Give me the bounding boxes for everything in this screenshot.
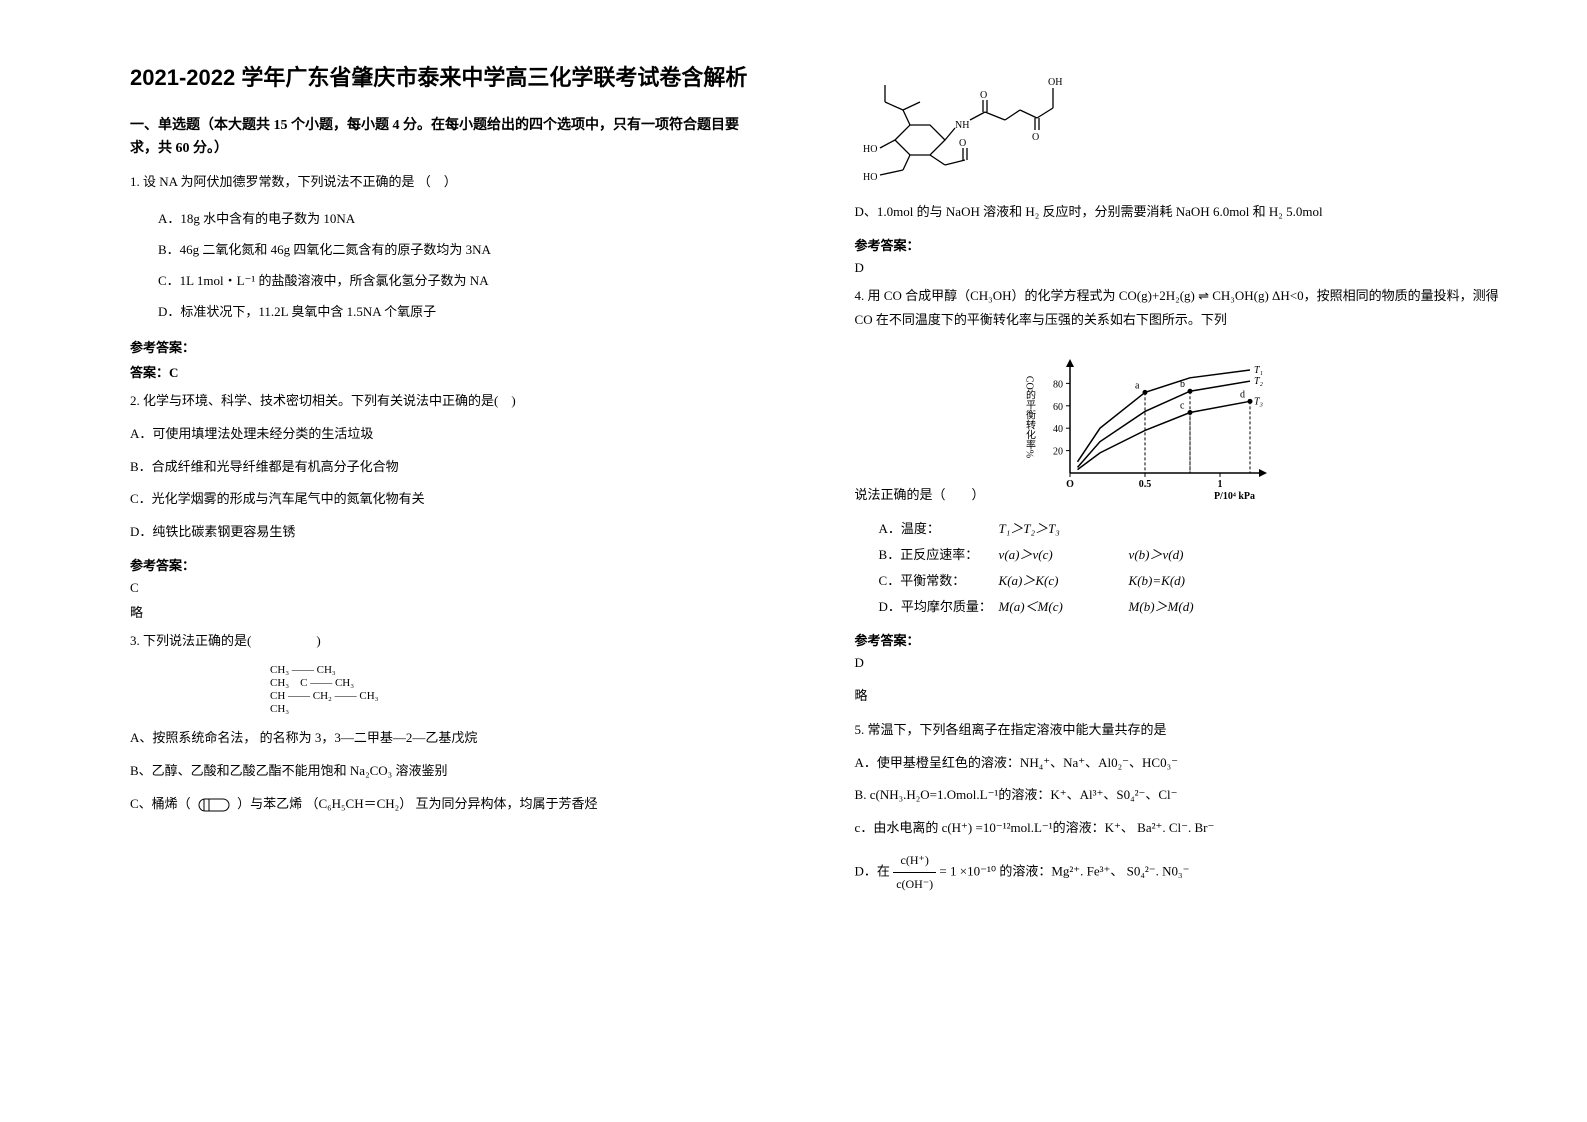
q4-options: A．温度：T₁＞T₂＞T₃B．正反应速率：v(a)＞v(c)v(b)＞v(d)C… (879, 516, 1517, 620)
right-column: HO HO O NH (795, 60, 1547, 903)
q3-structure: CH₃ —— CH₃ CH₃ C —— CH₃ CH —— CH₂ —— CH₃… (270, 664, 765, 717)
svg-text:80: 80 (1053, 379, 1063, 390)
q3-opt-d: D、1.0mol 的与 NaOH 溶液和 H₂ 反应时，分别需要消耗 NaOH … (855, 200, 1517, 225)
q5-d-pre: D．在 (855, 863, 890, 878)
svg-text:T₃: T₃ (1254, 396, 1264, 407)
struct-line: CH₃ —— CH₃ (270, 664, 765, 677)
q1-opt-b: B．46g 二氧化氮和 46g 四氧化二氮含有的原子数均为 3NA (158, 234, 765, 265)
q3-c-mid: ）与苯乙烯 (237, 796, 302, 811)
q1-ans: 答案：C (130, 362, 765, 381)
q4-ans: D (855, 655, 1517, 671)
svg-text:0.5: 0.5 (1138, 479, 1151, 490)
svg-text:O: O (980, 90, 987, 101)
cell: A．温度： (879, 516, 999, 542)
q4-chart: 20 40 60 80 O 0.5 1 CO的平衡转化率% P/10⁴ kPa T₁ a T₂ b T₃ c… (1015, 351, 1275, 506)
cell: M(a)＜M(c) (999, 594, 1129, 620)
option-row: C．平衡常数：K(a)＞K(c)K(b)=K(d) (879, 568, 1517, 594)
line-chart: 20 40 60 80 O 0.5 1 CO的平衡转化率% P/10⁴ kPa T₁ a T₂ b T₃ c… (1015, 351, 1275, 501)
cell: T₁＞T₂＞T₃ (999, 516, 1129, 542)
cell (1129, 516, 1259, 542)
q3-c-post: 互为同分异构体，均属于芳香烃 (415, 796, 597, 811)
q4-stem-b: 说法正确的是（ ） (855, 483, 985, 508)
svg-text:a: a (1135, 380, 1140, 391)
frac-den: c(OH⁻) (893, 873, 936, 896)
q2-opt-d: D．纯铁比碳素钢更容易生锈 (130, 520, 765, 545)
option-row: A．温度：T₁＞T₂＞T₃ (879, 516, 1517, 542)
cell: K(a)＞K(c) (999, 568, 1129, 594)
section-heading: 一、单选题（本大题共 15 个小题，每小题 4 分。在每小题给出的四个选项中，只… (130, 115, 765, 160)
cell: v(b)＞v(d) (1129, 542, 1259, 568)
q3-ans: D (855, 260, 1517, 276)
svg-text:1: 1 (1217, 479, 1222, 490)
svg-text:T₂: T₂ (1254, 376, 1264, 387)
svg-text:40: 40 (1053, 424, 1063, 435)
q1-opt-c: C．1L 1mol・L⁻¹ 的盐酸溶液中，所含氯化氢分子数为 NA (158, 265, 765, 296)
svg-text:OH: OH (1048, 77, 1062, 88)
svg-text:NH: NH (955, 120, 969, 131)
q2-opt-c: C．光化学烟雾的形成与汽车尾气中的氮氧化物有关 (130, 487, 765, 512)
svg-text:HO: HO (863, 144, 877, 155)
q3-opt-a: A、按照系统命名法， 的名称为 3，3—二甲基—2—乙基戊烷 (130, 726, 765, 751)
fraction: c(H⁺) c(OH⁻) (893, 849, 936, 896)
cell: M(b)＞M(d) (1129, 594, 1259, 620)
molecule-icon: HO HO O NH (855, 70, 1075, 190)
barrel-icon (194, 796, 234, 814)
cell: D．平均摩尔质量： (879, 594, 999, 620)
q1-ans-head: 参考答案： (130, 337, 765, 356)
q4-ans-head: 参考答案： (855, 630, 1517, 649)
left-column: 2021-2022 学年广东省肇庆市泰来中学高三化学联考试卷含解析 一、单选题（… (100, 60, 795, 903)
q2-opt-a: A．可使用填埋法处理未经分类的生活垃圾 (130, 422, 765, 447)
q1-opt-d: D．标准状况下，11.2L 臭氧中含 1.5NA 个氧原子 (158, 296, 765, 327)
q4-stem-a: 4. 用 CO 合成甲醇（CH₃OH）的化学方程式为 CO(g)+2H₂(g) … (855, 284, 1517, 333)
svg-text:CO的平衡转化率%: CO的平衡转化率% (1023, 376, 1035, 458)
q3-a-post: 的名称为 3，3—二甲基—2—乙基戊烷 (260, 730, 478, 745)
q3-opt-b: B、乙醇、乙酸和乙酸乙酯不能用饱和 Na₂CO₃ 溶液鉴别 (130, 759, 765, 784)
svg-text:T₁: T₁ (1254, 365, 1263, 376)
q3-c-formula: （C₆H₅CH＝CH₂） (305, 796, 412, 811)
q4-note: 略 (855, 685, 1517, 704)
q1-opt-a: A．18g 水中含有的电子数为 10NA (158, 203, 765, 234)
q2-opt-b: B．合成纤维和光导纤维都是有机高分子化合物 (130, 455, 765, 480)
q2-stem: 2. 化学与环境、科学、技术密切相关。下列有关说法中正确的是( ) (130, 389, 765, 414)
svg-text:c: c (1180, 401, 1185, 412)
svg-text:HO: HO (863, 172, 877, 183)
q5-d-eq: = 1 (939, 863, 956, 878)
q3-a-pre: A、按照系统命名法， (130, 730, 256, 745)
exam-title: 2021-2022 学年广东省肇庆市泰来中学高三化学联考试卷含解析 (130, 60, 765, 95)
struct-line: CH₃ (270, 703, 765, 716)
svg-text:b: b (1180, 379, 1185, 390)
q3-d-molecule: HO HO O NH (855, 70, 1517, 190)
svg-text:O: O (1066, 479, 1074, 490)
cell: K(b)=K(d) (1129, 568, 1259, 594)
struct-line: CH₃ C —— CH₃ (270, 677, 765, 690)
q3-opt-c: C、桶烯（ ）与苯乙烯 （C₆H₅CH＝CH₂） 互为同分异构体，均属于芳香烃 (130, 792, 765, 817)
svg-text:O: O (959, 138, 966, 149)
cell: C．平衡常数： (879, 568, 999, 594)
cell: B．正反应速率： (879, 542, 999, 568)
exam-page: 2021-2022 学年广东省肇庆市泰来中学高三化学联考试卷含解析 一、单选题（… (0, 0, 1587, 943)
q3-ans-head: 参考答案： (855, 235, 1517, 254)
q3-c-pre: C、桶烯（ (130, 796, 191, 811)
svg-text:P/10⁴ kPa: P/10⁴ kPa (1214, 491, 1255, 501)
q3-stem: 3. 下列说法正确的是( ) (130, 629, 765, 654)
struct-line: CH —— CH₂ —— CH₃ (270, 690, 765, 703)
q2-ans-head: 参考答案： (130, 555, 765, 574)
q1-stem: 1. 设 NA 为阿伏加德罗常数，下列说法不正确的是 （ ） (130, 170, 765, 195)
svg-text:20: 20 (1053, 447, 1063, 458)
q2-note: 略 (130, 602, 765, 621)
q5-d-post: ×10⁻¹⁰ 的溶液：Mg²⁺. Fe³⁺、 S0₄²⁻. N0₃⁻ (960, 863, 1190, 878)
q5-opt-a: A．使甲基橙呈红色的溶液：NH₄⁺、Na⁺、Al0₂⁻、HC0₃⁻ (855, 751, 1517, 776)
q5-opt-c: c．由水电离的 c(H⁺) =10⁻¹²mol.L⁻¹的溶液：K⁺、 Ba²⁺.… (855, 816, 1517, 841)
option-row: D．平均摩尔质量：M(a)＜M(c)M(b)＞M(d) (879, 594, 1517, 620)
q5-opt-d: D．在 c(H⁺) c(OH⁻) = 1 ×10⁻¹⁰ 的溶液：Mg²⁺. Fe… (855, 849, 1517, 896)
q5-stem: 5. 常温下，下列各组离子在指定溶液中能大量共存的是 (855, 718, 1517, 743)
q5-opt-b: B. c(NH₃.H₂O=1.Omol.L⁻¹的溶液：K⁺、Al³⁺、S0₄²⁻… (855, 783, 1517, 808)
svg-text:60: 60 (1053, 402, 1063, 413)
cell: v(a)＞v(c) (999, 542, 1129, 568)
q2-ans: C (130, 580, 765, 596)
option-row: B．正反应速率：v(a)＞v(c)v(b)＞v(d) (879, 542, 1517, 568)
svg-text:d: d (1240, 389, 1245, 400)
svg-text:O: O (1032, 132, 1039, 143)
frac-num: c(H⁺) (893, 849, 936, 873)
